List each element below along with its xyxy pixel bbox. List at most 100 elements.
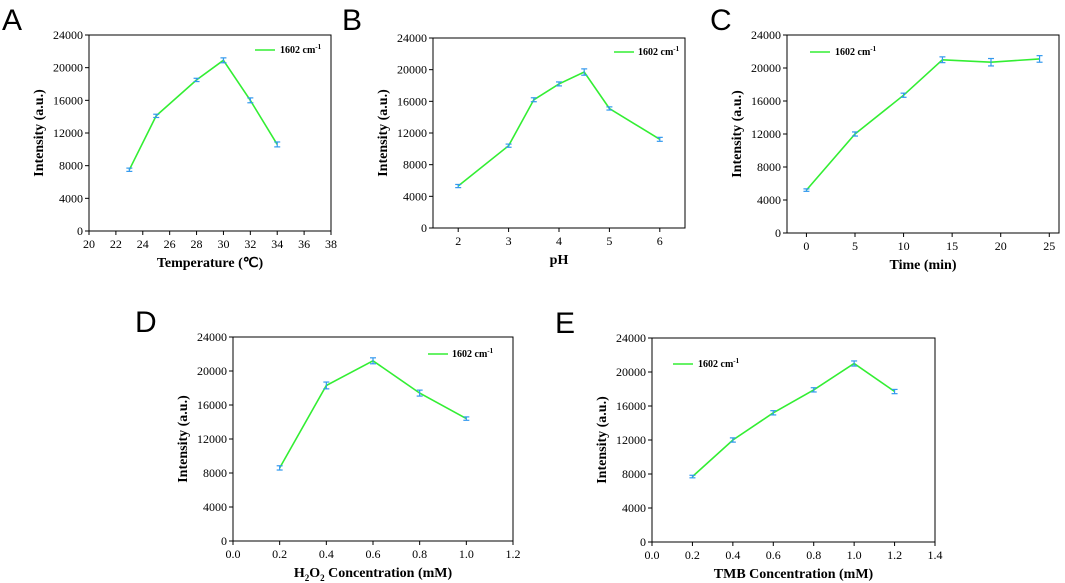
- y-tick-label: 20000: [616, 365, 646, 379]
- y-tick-label: 24000: [397, 31, 427, 45]
- data-point: [455, 183, 462, 189]
- data-point: [810, 387, 817, 393]
- plot-frame: [432, 37, 686, 229]
- panel-letter: A: [2, 4, 22, 37]
- data-point: [689, 474, 696, 479]
- x-tick-label: 0.2: [272, 547, 287, 561]
- chart-panel-b: B 2 3 4 5 6 0 4000 8000 12000 16000 20000 24000 pH Int…: [342, 4, 686, 268]
- y-tick-label: 4000: [59, 191, 83, 205]
- x-tick-label: 30: [217, 237, 229, 251]
- x-tick-label: 20: [83, 237, 95, 251]
- data-point: [770, 410, 777, 416]
- y-tick-label: 0: [775, 226, 781, 240]
- data-point: [1036, 55, 1043, 63]
- x-tick-label: 0.4: [725, 548, 740, 562]
- y-axis-title: Intensity (a.u.): [376, 89, 391, 177]
- y-tick-label: 24000: [197, 330, 227, 344]
- series-line: [691, 362, 896, 478]
- x-tick-label: 0.0: [645, 548, 660, 562]
- x-tick-label: 5: [606, 234, 612, 248]
- y-tick-label: 24000: [616, 331, 646, 345]
- data-point: [803, 188, 810, 192]
- data-point: [416, 389, 423, 397]
- x-tick-label: 0.0: [226, 547, 241, 561]
- y-tick-label: 4000: [757, 193, 781, 207]
- y-tick-label: 8000: [757, 160, 781, 174]
- plot-frame: [232, 336, 514, 542]
- data-point: [581, 68, 588, 76]
- x-axis-title: Time (min): [889, 258, 956, 273]
- x-tick-label: 1.2: [506, 547, 521, 561]
- data-point: [988, 57, 994, 67]
- data-point: [153, 113, 160, 119]
- x-tick-label: 4: [556, 234, 562, 248]
- y-axis-title: Intensity (a.u.): [730, 90, 745, 178]
- y-axis-title: Intensity (a.u.): [32, 89, 47, 177]
- data-point: [505, 143, 512, 148]
- x-tick-label: 15: [946, 239, 958, 253]
- x-tick-label: 2: [455, 234, 461, 248]
- data-point: [900, 92, 907, 98]
- x-tick-label: 25: [1043, 239, 1055, 253]
- data-point: [463, 416, 470, 421]
- x-axis-title: H2O2 Concentration (mM): [294, 566, 453, 583]
- legend-label: 1602 cm-1: [698, 357, 740, 370]
- data-point: [729, 437, 736, 443]
- data-point: [656, 136, 663, 142]
- y-tick-label: 16000: [751, 94, 781, 108]
- data-point: [530, 97, 537, 103]
- y-tick-label: 12000: [616, 433, 646, 447]
- y-tick-label: 4000: [403, 189, 427, 203]
- data-point: [556, 81, 562, 87]
- x-tick-label: 38: [325, 237, 337, 251]
- panel-letter: E: [555, 307, 575, 340]
- data-point: [126, 167, 133, 172]
- y-tick-label: 0: [221, 534, 227, 548]
- series-line: [805, 58, 1040, 191]
- y-tick-label: 12000: [397, 126, 427, 140]
- y-axis-title: Intensity (a.u.): [176, 395, 191, 483]
- y-tick-label: 20000: [397, 63, 427, 77]
- y-tick-label: 24000: [53, 28, 83, 42]
- y-tick-label: 12000: [751, 127, 781, 141]
- data-point: [851, 360, 858, 367]
- data-point: [220, 57, 227, 64]
- y-tick-label: 20000: [197, 364, 227, 378]
- x-tick-label: 0.8: [806, 548, 821, 562]
- y-tick-label: 8000: [59, 159, 83, 173]
- panel-letter: D: [135, 306, 157, 339]
- x-tick-label: 1.0: [459, 547, 474, 561]
- y-tick-label: 4000: [622, 501, 646, 515]
- series-line: [279, 359, 467, 469]
- data-point: [606, 106, 613, 111]
- y-tick-label: 12000: [53, 126, 83, 140]
- y-tick-label: 8000: [403, 158, 427, 172]
- y-tick-label: 16000: [197, 398, 227, 412]
- y-tick-label: 20000: [53, 61, 83, 75]
- y-tick-label: 12000: [197, 432, 227, 446]
- y-tick-label: 0: [421, 221, 427, 235]
- legend-label: 1602 cm-1: [835, 45, 877, 58]
- legend-label: 1602 cm-1: [280, 43, 322, 56]
- x-tick-label: 0.6: [366, 547, 381, 561]
- legend-label: 1602 cm-1: [638, 45, 680, 58]
- plot-frame: [651, 337, 936, 543]
- x-tick-label: 1.2: [887, 548, 902, 562]
- x-tick-label: 28: [191, 237, 203, 251]
- y-axis-title: Intensity (a.u.): [595, 396, 610, 484]
- y-tick-label: 0: [77, 224, 83, 238]
- plot-frame: [786, 34, 1060, 234]
- y-tick-label: 4000: [203, 500, 227, 514]
- y-tick-label: 20000: [751, 61, 781, 75]
- y-tick-label: 24000: [751, 28, 781, 42]
- chart-panel-a: A 20 22 24 26 28 30 32 34 36 38 0 4000 8000 12000 16000…: [2, 4, 337, 271]
- plot-frame: [88, 34, 332, 232]
- y-tick-label: 16000: [397, 94, 427, 108]
- y-tick-label: 8000: [622, 467, 646, 481]
- x-tick-label: 0.2: [685, 548, 700, 562]
- x-tick-label: 20: [995, 239, 1007, 253]
- x-tick-label: 24: [137, 237, 149, 251]
- x-tick-label: 34: [271, 237, 283, 251]
- x-tick-label: 26: [164, 237, 176, 251]
